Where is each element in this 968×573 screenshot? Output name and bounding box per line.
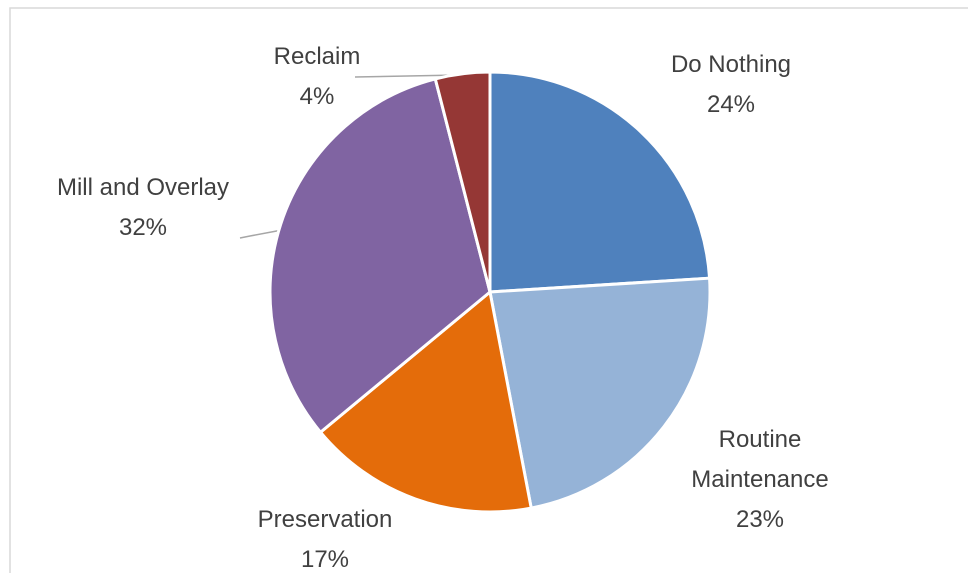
value-label: 23% bbox=[735, 506, 785, 533]
leader-line bbox=[239, 229, 283, 239]
category-label: Routine Maintenance bbox=[691, 426, 829, 493]
category-label: Reclaim bbox=[273, 43, 361, 70]
leader-line bbox=[354, 74, 461, 78]
pie-slice bbox=[433, 70, 492, 293]
pie-slice bbox=[488, 70, 712, 294]
category-label: Preservation bbox=[257, 506, 393, 533]
data-label: Do Nothing 24% bbox=[631, 45, 831, 125]
data-label: Routine Maintenance 23% bbox=[675, 420, 845, 540]
category-label: Mill and Overlay bbox=[56, 174, 230, 201]
value-label: 4% bbox=[299, 83, 335, 110]
data-label: Reclaim 4% bbox=[257, 37, 377, 117]
data-label: Preservation 17% bbox=[225, 500, 425, 573]
pie-slice bbox=[268, 77, 492, 435]
data-label: Mill and Overlay 32% bbox=[23, 168, 263, 248]
value-label: 32% bbox=[118, 214, 168, 241]
pie-slice bbox=[318, 289, 533, 514]
chart-frame bbox=[9, 7, 968, 573]
pie bbox=[268, 70, 712, 514]
pie-slice bbox=[488, 276, 712, 510]
value-label: 24% bbox=[706, 91, 756, 118]
category-label: Do Nothing bbox=[670, 51, 792, 78]
value-label: 17% bbox=[300, 546, 350, 573]
